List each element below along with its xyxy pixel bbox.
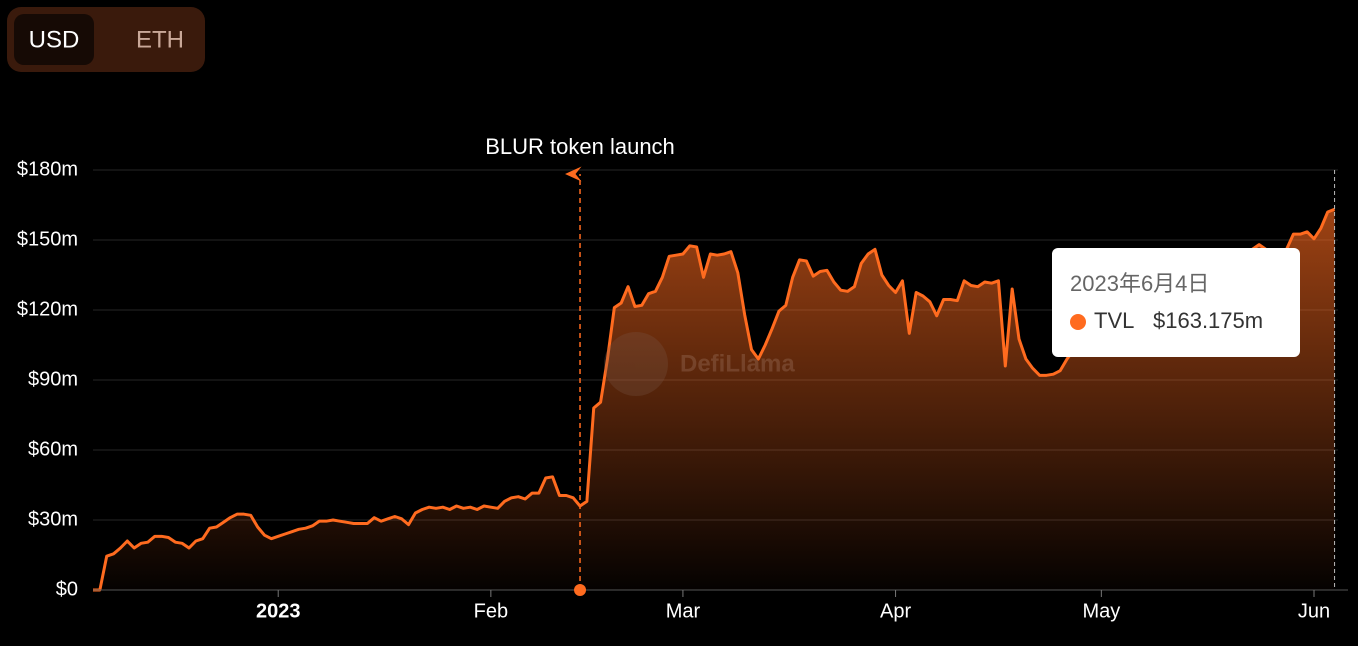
tooltip-value: $163.175m — [1153, 308, 1263, 333]
x-tick-label: Jun — [1298, 600, 1330, 622]
toggle-option[interactable] — [14, 14, 94, 65]
tooltip-series: TVL — [1094, 308, 1134, 333]
toggle-label[interactable]: USD — [29, 26, 80, 53]
tooltip: 2023年6月4日 TVL $163.175m — [1052, 248, 1300, 357]
toggle-label[interactable]: ETH — [136, 26, 184, 53]
tooltip-marker — [1070, 314, 1086, 330]
y-tick-label: $180m — [17, 158, 78, 180]
tooltip-title: 2023年6月4日 — [1070, 271, 1209, 296]
x-tick-label: Apr — [880, 600, 911, 622]
x-tick-label: Mar — [666, 600, 701, 622]
watermark-logo — [604, 332, 668, 396]
y-tick-label: $120m — [17, 298, 78, 320]
y-tick-label: $60m — [28, 438, 78, 460]
tooltip-box — [1052, 248, 1300, 357]
currency-toggle: USD ETH — [7, 7, 205, 72]
x-tick-label: 2023 — [256, 600, 301, 622]
annotations: BLUR token launch — [485, 134, 675, 596]
y-tick-label: $30m — [28, 508, 78, 530]
annotation-dot — [574, 584, 587, 596]
x-tick-label: May — [1082, 600, 1120, 622]
y-tick-label: $90m — [28, 368, 78, 390]
axes: $0 $30m $60m $90m $120m $150m $180m 2023 Feb Mar A… — [17, 158, 1348, 622]
y-tick-label: $0 — [56, 578, 78, 600]
watermark-text: DefiLlama — [680, 350, 795, 377]
x-tick-label: Feb — [474, 600, 508, 622]
area — [93, 209, 1335, 590]
y-tick-label: $150m — [17, 228, 78, 250]
annotation-label: BLUR token launch — [485, 134, 675, 159]
watermark: DefiLlama — [604, 332, 795, 396]
